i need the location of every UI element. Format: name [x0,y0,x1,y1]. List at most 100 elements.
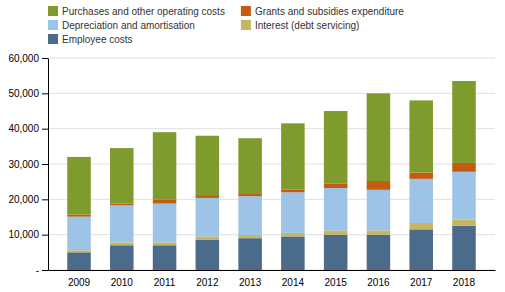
bar-segment [452,81,476,163]
bar-segment [67,217,91,251]
bar-segment [67,250,91,252]
bar-segment [281,123,305,189]
bar-segment [452,226,476,270]
y-tick-mark [42,164,48,165]
chart-container: Purchases and other operating costs Grant… [0,0,505,292]
bar-segment [153,132,177,199]
bar-segment [238,235,262,238]
bar-segment [238,238,262,270]
legend-item: Grants and subsidies expenditure [241,6,404,17]
x-tick: 2009 [68,277,91,288]
bar-segment [452,163,476,172]
bar-segment [196,237,220,240]
bar-segment [324,188,348,230]
legend-swatch [241,6,251,16]
y-tick-mark [42,235,48,236]
bar-segment [324,184,348,188]
y-tick: 20,000 [8,194,48,205]
x-tick: 2016 [367,277,390,288]
legend-item: Depreciation and amortisation [48,20,195,31]
x-tick-label: 2011 [154,277,176,288]
x-tick-label: 2010 [111,277,134,288]
y-tick-mark [42,270,48,271]
bar-segment [153,199,177,203]
y-tick-label: 30,000 [8,159,39,170]
y-tick-label: - [36,265,39,276]
bar-segment [452,219,476,225]
legend-swatch [48,20,58,30]
x-tick: 2015 [325,277,348,288]
y-tick-label: 50,000 [8,88,39,99]
y-axis: - 10,000 20,000 30,000 40,000 50,000 60,000 [8,53,48,276]
bar-segment [324,230,348,234]
y-tick: 40,000 [8,123,48,134]
legend-swatch [241,20,251,30]
y-tick-label: 40,000 [8,123,39,134]
bar-segment [110,205,134,242]
x-tick-label: 2012 [196,277,219,288]
x-tick: 2012 [196,277,219,288]
bar-segment [367,235,391,270]
bar-segment [281,233,305,237]
y-tick: 60,000 [8,53,48,64]
bar-segment [367,230,391,234]
bar-segment [153,204,177,243]
bar-segment [281,192,305,233]
bar-segment [409,223,433,229]
bar-segment [238,196,262,235]
x-tick: 2010 [111,277,134,288]
bar-segment [409,172,433,178]
legend-item: Employee costs [48,34,133,45]
x-tick-label: 2018 [453,277,476,288]
legend-swatch [48,6,58,16]
x-tick: 2013 [239,277,262,288]
legend-label: Grants and subsidies expenditure [255,6,404,17]
legend: Purchases and other operating costs Grant… [48,6,404,45]
bar-segment [196,136,220,195]
legend-label: Employee costs [62,34,133,45]
legend-item: Purchases and other operating costs [48,6,225,17]
x-tick-label: 2014 [282,277,305,288]
bar-segment [281,189,305,192]
bar-segment [409,179,433,223]
bar-segment [367,93,391,181]
x-tick-label: 2016 [367,277,390,288]
y-tick-label: 10,000 [8,229,39,240]
bar-segment [452,172,476,220]
y-tick-mark [42,58,48,59]
y-tick-label: 60,000 [8,53,39,64]
bar-segment [281,236,305,270]
legend-label: Interest (debt servicing) [255,20,360,31]
chart: Purchases and other operating costs Grant… [0,0,505,292]
y-tick-mark [42,129,48,130]
bar-segment [238,138,262,194]
bar-segment [153,245,177,270]
bar-segment [409,100,433,172]
x-tick-label: 2013 [239,277,262,288]
x-tick-label: 2009 [68,277,91,288]
x-tick: 2014 [282,277,305,288]
x-axis: 2009 2010 2011 2012 2013 2014 2015 2016 2017 2018 [49,271,496,289]
y-tick: 10,000 [8,229,48,240]
y-tick-mark [42,199,48,200]
bar-segment [67,215,91,217]
y-tick: 30,000 [8,159,48,170]
legend-label: Purchases and other operating costs [62,6,225,17]
grid-line [48,58,495,59]
x-tick: 2018 [453,277,476,288]
y-tick: 50,000 [8,88,48,99]
x-tick: 2011 [154,277,176,288]
y-tick: - [36,265,48,276]
grid-line [48,93,495,94]
bar-segment [67,157,91,215]
x-tick: 2017 [410,277,433,288]
bar-segment [110,242,134,245]
grid [48,58,495,270]
bar-segment [196,240,220,270]
bar-segment [324,111,348,184]
bar-segment [67,252,91,270]
bar-segment [196,195,220,198]
y-tick-mark [42,93,48,94]
bar-segment [367,181,391,190]
bar-segment [110,204,134,206]
